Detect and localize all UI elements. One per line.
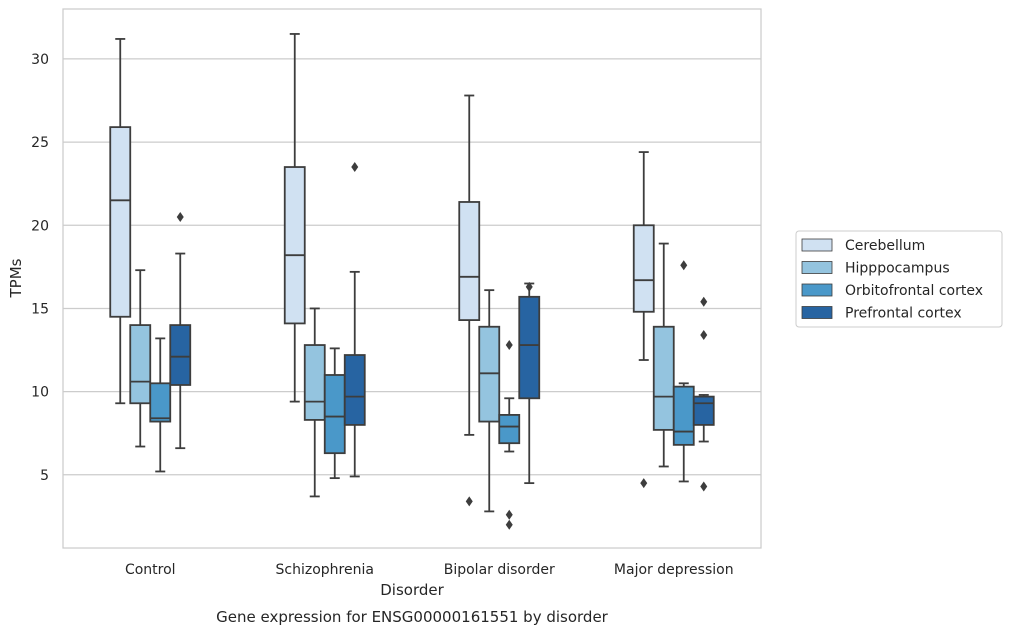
box [303, 344, 326, 421]
box [343, 354, 366, 426]
box-group [129, 269, 152, 448]
legend: Cerebellum Hipppocampus Orbitofrontal cort… [795, 230, 1003, 328]
grid-lines [63, 58, 761, 476]
box [283, 166, 306, 325]
legend-swatch [801, 306, 833, 319]
y-axis-label: TPMs [7, 258, 25, 298]
outlier-point [700, 296, 708, 307]
x-tick-label: Bipolar disorder [444, 562, 555, 578]
box-group [458, 94, 481, 507]
box-series [109, 33, 715, 530]
legend-label: Hipppocampus [845, 261, 950, 277]
legend-label: Prefrontal cortex [845, 306, 962, 322]
y-axis-ticks: 5 10 15 20 25 30 [31, 52, 49, 484]
plot-background [63, 9, 761, 548]
box [672, 385, 695, 446]
legend-label: Cerebellum [845, 238, 925, 254]
outlier-point [351, 162, 359, 173]
outlier-point [680, 260, 688, 271]
box [632, 224, 655, 313]
box [458, 201, 481, 321]
box [169, 324, 192, 386]
y-tick-label: 20 [31, 218, 49, 234]
outlier-point [505, 340, 513, 351]
outlier-point [700, 330, 708, 341]
x-tick-label: Major depression [614, 562, 734, 578]
legend-frame [795, 230, 1003, 328]
x-tick-label: Schizophrenia [276, 562, 374, 578]
box-group [149, 337, 172, 473]
y-tick-label: 25 [31, 135, 49, 151]
outlier-point [525, 281, 533, 292]
legend-swatch [801, 283, 833, 297]
y-tick-label: 30 [31, 52, 49, 68]
box-group [498, 340, 521, 530]
box [652, 325, 675, 431]
box-group [109, 38, 132, 405]
box-group [343, 162, 366, 478]
chart-title: Gene expression for ENSG00000161551 by d… [216, 608, 609, 626]
box [692, 395, 715, 426]
outlier-point [640, 478, 648, 489]
y-tick-label: 5 [40, 468, 49, 484]
y-tick-label: 10 [31, 385, 49, 401]
x-tick-label: Control [125, 562, 176, 578]
box-group [632, 151, 655, 489]
box [518, 295, 541, 400]
box-group [652, 242, 675, 468]
x-axis-label: Disorder [380, 581, 444, 599]
legend-label: Orbitofrontal cortex [845, 283, 983, 299]
legend-swatch [801, 261, 833, 274]
outlier-point [505, 509, 513, 520]
outlier-point [465, 496, 473, 507]
box [498, 414, 521, 445]
box [129, 324, 152, 405]
box-group [283, 33, 306, 403]
x-axis-ticks: Control Schizophrenia Bipolar disorder Majo… [125, 562, 734, 578]
box [109, 126, 132, 318]
outlier-point [505, 519, 513, 530]
box-group [478, 289, 501, 513]
box-group [518, 281, 541, 485]
box-group [169, 211, 192, 450]
legend-swatch [801, 238, 833, 252]
y-tick-label: 15 [31, 301, 49, 317]
box [149, 382, 172, 423]
box-group [692, 296, 715, 492]
box [323, 374, 346, 455]
outlier-point [700, 481, 708, 492]
plot-frame [62, 8, 762, 549]
outlier-point [176, 211, 184, 222]
